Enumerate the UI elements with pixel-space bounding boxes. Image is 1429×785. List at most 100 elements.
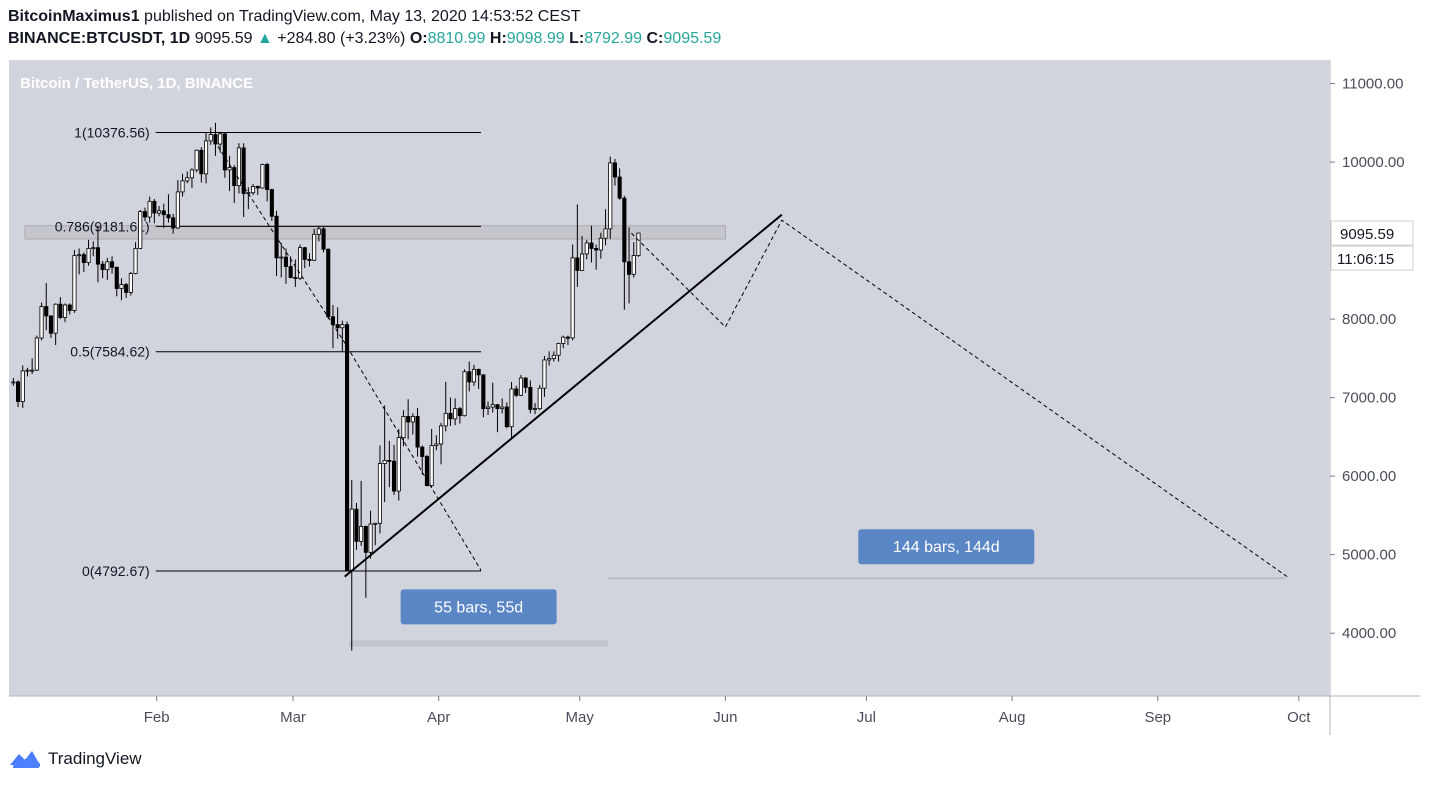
candle [429, 429, 434, 488]
candle-body [326, 248, 331, 318]
candle [387, 440, 392, 488]
candle-body [509, 388, 514, 428]
candle [110, 256, 115, 274]
candle [462, 369, 467, 417]
x-tick-label: Sep [1144, 709, 1171, 726]
candle-body [293, 277, 298, 279]
candle-body [321, 228, 326, 250]
candle-body [429, 445, 434, 486]
publish-line: BitcoinMaximus1 published on TradingView… [8, 6, 1418, 28]
candle [208, 127, 213, 145]
candle-body [161, 210, 166, 216]
candle [316, 225, 321, 242]
candle [152, 198, 157, 224]
candle-body [392, 460, 397, 492]
time-axis[interactable] [9, 697, 1329, 735]
fib-level-label: 1(10376.56) [74, 125, 150, 141]
candle [199, 147, 204, 183]
low-value: 8792.99 [584, 30, 643, 47]
chart-title: Bitcoin / TetherUS, 1D, BINANCE [20, 75, 253, 92]
tradingview-logo[interactable]: TradingView [8, 748, 142, 770]
candle-body [166, 214, 171, 219]
candle-body [16, 381, 21, 402]
candle-body [575, 257, 580, 271]
candle [537, 385, 542, 411]
y-tick-label: 6000.00 [1342, 468, 1396, 485]
candle-body [457, 408, 462, 417]
candle-body [142, 211, 147, 218]
candle [533, 403, 538, 415]
fibonacci-layer: 1(10376.56) 0.786(9181.61) 0.5(7584.62) 0(4… [55, 125, 481, 579]
symbol: BINANCE:BTCUSDT, 1D [8, 30, 191, 47]
projection-path-2 [631, 219, 1290, 579]
candle-body [481, 374, 486, 410]
measure-range-bar [349, 640, 608, 647]
x-tick-label: Jul [857, 709, 876, 726]
candle-body [20, 370, 25, 402]
candle [39, 302, 44, 341]
open-label: O: [409, 30, 428, 47]
candle-body [265, 164, 270, 190]
measure-label-box [858, 529, 1035, 565]
candle-body [147, 200, 152, 218]
candle-body [316, 228, 321, 235]
candle [194, 149, 199, 173]
candle [185, 171, 190, 184]
candle-body [312, 233, 317, 261]
candle-body [34, 337, 39, 371]
candle-body [631, 255, 636, 275]
candle [453, 398, 458, 426]
candle-body [30, 369, 35, 372]
candle [542, 356, 547, 397]
candle [476, 368, 481, 389]
candle-body [227, 167, 232, 171]
candle-body [302, 247, 307, 260]
candle-body [208, 134, 213, 142]
candle-body [420, 446, 425, 457]
candle-body [504, 406, 509, 428]
candle-body [415, 416, 420, 448]
candle-body [603, 228, 608, 239]
y-tick-label: 8000.00 [1342, 311, 1396, 328]
x-tick-label: Oct [1287, 709, 1311, 726]
candle [448, 397, 453, 426]
candle [424, 454, 429, 487]
candle-body [584, 242, 589, 255]
candle-body [500, 406, 505, 410]
candle-body [551, 354, 556, 359]
candle [265, 162, 270, 202]
projection-path-1 [217, 146, 482, 571]
candle-body [81, 254, 86, 263]
candle [570, 244, 575, 341]
candle [25, 367, 30, 377]
candle-body [570, 257, 575, 339]
candle [608, 156, 613, 240]
candle [556, 342, 561, 362]
candle [627, 227, 632, 304]
candle [401, 410, 406, 447]
candle [283, 248, 288, 284]
candle [396, 429, 401, 501]
publish-info: published on TradingView.com, May 13, 20… [144, 8, 581, 25]
candle-body [86, 248, 91, 263]
candle [236, 143, 241, 194]
candle [11, 378, 16, 386]
candle-body [486, 406, 491, 410]
candle-body [283, 256, 288, 267]
candle [213, 122, 218, 156]
candle [481, 374, 486, 418]
x-tick-label: Feb [144, 709, 170, 726]
candle-body [636, 232, 641, 256]
chart-pane[interactable] [9, 60, 1329, 696]
candle [580, 235, 585, 271]
price-axis[interactable] [1331, 60, 1420, 696]
candle [30, 358, 35, 375]
x-axis-ticks: Feb Mar Apr May Jun Jul Aug Sep Oct [144, 696, 1311, 726]
close-value: 9095.59 [663, 30, 722, 47]
candle-body [354, 508, 359, 542]
x-tick-label: Jun [713, 709, 737, 726]
author-name[interactable]: BitcoinMaximus1 [8, 8, 140, 25]
low-label: L: [569, 30, 585, 47]
candle-body [189, 169, 194, 179]
